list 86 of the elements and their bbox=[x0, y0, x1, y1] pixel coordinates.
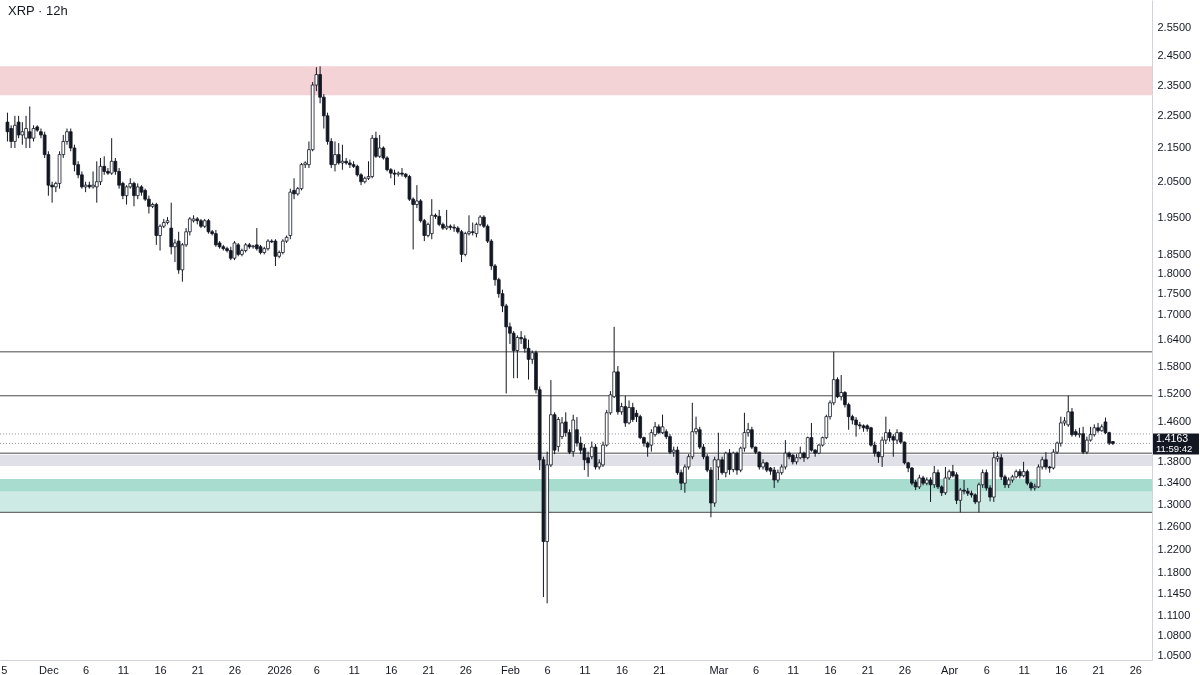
y-tick-label: 1.8500 bbox=[1157, 247, 1192, 260]
y-tick-label: 2.4500 bbox=[1157, 49, 1192, 62]
candlestick bbox=[638, 414, 643, 440]
x-tick-label: Mar bbox=[709, 663, 729, 675]
chart-title: XRP · 12h bbox=[8, 3, 68, 18]
y-tick-label: 1.0800 bbox=[1157, 628, 1192, 641]
candlestick bbox=[1081, 426, 1085, 455]
y-tick-label: 1.2600 bbox=[1157, 519, 1192, 532]
x-tick-label: 16 bbox=[824, 663, 837, 675]
candlestick bbox=[333, 140, 337, 172]
y-tick-label: 1.5800 bbox=[1157, 359, 1192, 372]
x-tick-label: 11 bbox=[579, 663, 591, 675]
candlestick bbox=[727, 448, 732, 476]
text: 11:59:42 bbox=[1156, 443, 1193, 455]
x-tick-label: 21 bbox=[1092, 663, 1105, 675]
candlestick bbox=[731, 451, 736, 473]
x-tick-label: 21 bbox=[653, 663, 666, 675]
x-tick-label: 5 bbox=[1, 663, 8, 675]
candlestick bbox=[515, 334, 520, 379]
candlestick bbox=[91, 170, 95, 190]
y-tick-label: 1.1450 bbox=[1157, 587, 1192, 600]
candlestick bbox=[459, 229, 464, 263]
y-tick-label: 1.2200 bbox=[1157, 542, 1192, 555]
candlestick bbox=[336, 142, 341, 166]
x-tick-label: 21 bbox=[861, 663, 874, 675]
x-tick-label: 21 bbox=[422, 663, 435, 675]
y-tick-label: 1.7500 bbox=[1157, 287, 1192, 300]
y-tick-label: 1.3400 bbox=[1157, 476, 1192, 489]
x-tick-label: 11 bbox=[1018, 663, 1030, 675]
candlestick bbox=[668, 433, 672, 455]
ref-line-label: 1.4163 bbox=[1156, 432, 1189, 445]
candlestick bbox=[891, 433, 896, 458]
candlestick bbox=[835, 376, 840, 399]
x-tick-label: 16 bbox=[615, 663, 629, 675]
x-tick-label: 26 bbox=[459, 663, 472, 675]
x-tick-label: Dec bbox=[39, 663, 60, 675]
candlestick bbox=[255, 227, 259, 252]
x-tick-label: 11 bbox=[117, 663, 130, 675]
candlestick bbox=[1096, 422, 1100, 434]
y-tick-label: 1.6400 bbox=[1157, 333, 1192, 346]
candlestick bbox=[251, 244, 255, 250]
x-tick-label: 26 bbox=[228, 663, 242, 675]
candlestick bbox=[13, 115, 17, 149]
x-tick-label: 11 bbox=[787, 663, 800, 675]
x-tick-label: 6 bbox=[544, 663, 551, 675]
y-tick-label: 2.3500 bbox=[1157, 78, 1192, 91]
x-tick-label: 6 bbox=[983, 663, 990, 675]
y-tick-label: 1.4600 bbox=[1157, 415, 1192, 428]
candlestick bbox=[5, 112, 10, 142]
candlestick bbox=[735, 451, 739, 476]
x-tick-label: 6 bbox=[313, 663, 320, 675]
y-tick-label: 2.5500 bbox=[1157, 20, 1192, 33]
y-tick-label: 1.3800 bbox=[1157, 455, 1192, 468]
candlestick bbox=[750, 426, 754, 450]
x-tick-label: 11 bbox=[348, 663, 360, 675]
x-tick-label: 16 bbox=[1055, 663, 1068, 675]
y-tick-label: 1.7000 bbox=[1157, 307, 1192, 320]
candlestick bbox=[839, 374, 843, 401]
candlestick bbox=[20, 121, 25, 146]
y-tick-label: 1.8000 bbox=[1157, 267, 1192, 280]
candlestick bbox=[348, 159, 352, 169]
x-tick-label: 6 bbox=[753, 663, 760, 675]
y-tick-label: 1.0500 bbox=[1157, 648, 1192, 661]
y-tick-label: 1.5200 bbox=[1157, 386, 1192, 399]
candlestick bbox=[132, 181, 136, 207]
x-tick-label: 2026 bbox=[267, 663, 292, 675]
x-tick-label: Feb bbox=[500, 663, 520, 675]
y-tick-label: 1.1800 bbox=[1157, 566, 1192, 579]
x-tick-label: 26 bbox=[898, 663, 912, 675]
candlestick bbox=[1044, 451, 1048, 471]
y-tick-label: 2.1500 bbox=[1157, 141, 1192, 154]
y-tick-label: 1.1100 bbox=[1157, 609, 1191, 622]
x-tick-label: 6 bbox=[83, 663, 90, 675]
x-tick-label: Apr bbox=[941, 663, 959, 675]
x-tick-label: 16 bbox=[154, 663, 167, 675]
y-tick-label: 2.2500 bbox=[1157, 109, 1192, 122]
candlestick bbox=[854, 416, 858, 438]
y-tick-label: 2.0500 bbox=[1157, 175, 1192, 188]
y-tick-label: 1.3000 bbox=[1157, 497, 1192, 510]
candlestick bbox=[94, 160, 99, 204]
x-tick-label: 26 bbox=[1129, 663, 1142, 675]
x-tick-label: 16 bbox=[385, 663, 398, 675]
candlestick bbox=[400, 167, 404, 178]
x-tick-label: 21 bbox=[191, 663, 204, 675]
candlestick bbox=[452, 223, 456, 233]
y-tick-label: 1.9500 bbox=[1157, 210, 1192, 223]
